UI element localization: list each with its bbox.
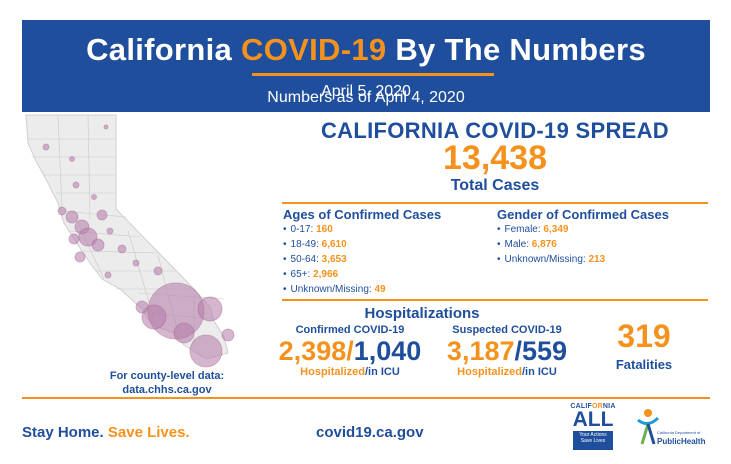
county-data-link[interactable]: data.chhs.ca.gov	[122, 384, 212, 396]
page-title: California COVID-19 By The Numbers	[22, 32, 710, 68]
suspected-footnote: Hospitalized/in ICU	[457, 366, 557, 378]
suspected-hospitalizations: Suspected COVID-19 3,187/559 Hospitalize…	[440, 324, 574, 378]
public-health-figure-icon	[637, 409, 660, 445]
confirmed-footnote: Hospitalized/in ICU	[300, 366, 400, 378]
header-divider	[252, 73, 494, 76]
california-map-icon	[25, 114, 235, 368]
suspected-hospitalized-value: 3,187	[446, 336, 515, 366]
section-divider	[282, 299, 708, 301]
county-data-note: For county-level data: data.chhs.ca.gov	[82, 369, 252, 397]
list-item: • Unknown/Missing: 213	[497, 254, 606, 265]
gender-title: Gender of Confirmed Cases	[497, 207, 669, 222]
spread-title: CALIFORNIA COVID-19 SPREAD	[320, 118, 669, 143]
list-item: • Unknown/Missing: 49	[283, 284, 386, 295]
confirmed-icu-value: 1,040	[353, 336, 422, 366]
list-item: • Male: 6,876	[497, 239, 557, 250]
section-divider	[282, 202, 708, 204]
county-note-line1: For county-level data:	[109, 370, 225, 382]
suspected-values: 3,187/559	[446, 336, 568, 366]
total-cases-value: 13,438	[443, 139, 547, 177]
case-bubbles	[42, 124, 235, 368]
total-cases-label: Total Cases	[450, 177, 540, 194]
report-date: April 5, 2020	[321, 83, 411, 100]
fatalities-value: 319	[617, 318, 671, 354]
gender-list: • Female: 6,349 • Male: 6,876 • Unknown/Mis…	[497, 222, 605, 267]
list-item: • 18-49: 6,610	[283, 239, 347, 250]
confirmed-hospitalizations: Confirmed COVID-19 2,398/1,040 Hospitali…	[272, 324, 428, 378]
list-item: • 65+: 2,966	[283, 269, 339, 280]
confirmed-values: 2,398/1,040	[278, 336, 422, 366]
header-banner: California COVID-19 By The Numbers April…	[22, 20, 710, 112]
ages-title: Ages of Confirmed Cases	[283, 207, 442, 222]
public-health-logo: California Department of PublicHealth	[636, 404, 716, 456]
list-item: • 0-17: 160	[283, 224, 333, 235]
title-accent: COVID-19	[241, 32, 387, 67]
footer-divider	[22, 397, 710, 399]
fatalities-label: Fatalities	[615, 357, 673, 372]
title-part-1: California	[86, 32, 233, 67]
ages-list: • 0-17: 160 • 18-49: 6,610 • 50-64: 3,653 •…	[283, 222, 386, 297]
suspected-icu-value: 559	[522, 336, 568, 366]
website-link[interactable]: covid19.ca.gov	[316, 424, 424, 441]
list-item: • Female: 6,349	[497, 224, 569, 235]
list-item: • 50-64: 3,653	[283, 254, 347, 265]
california-all-logo: CALIFORNIA ALL Your Actions Save Lives	[562, 403, 624, 459]
confirmed-label: Confirmed COVID-19	[295, 324, 405, 336]
as-of-date: Numbers as of April 4, 2020	[267, 89, 465, 106]
suspected-label: Suspected COVID-19	[452, 324, 562, 336]
hospitalizations-title: Hospitalizations	[364, 305, 480, 322]
confirmed-hospitalized-value: 2,398	[278, 336, 347, 366]
stay-home-slogan: Stay Home. Save Lives.	[22, 424, 190, 441]
title-part-2: By The Numbers	[395, 32, 646, 67]
